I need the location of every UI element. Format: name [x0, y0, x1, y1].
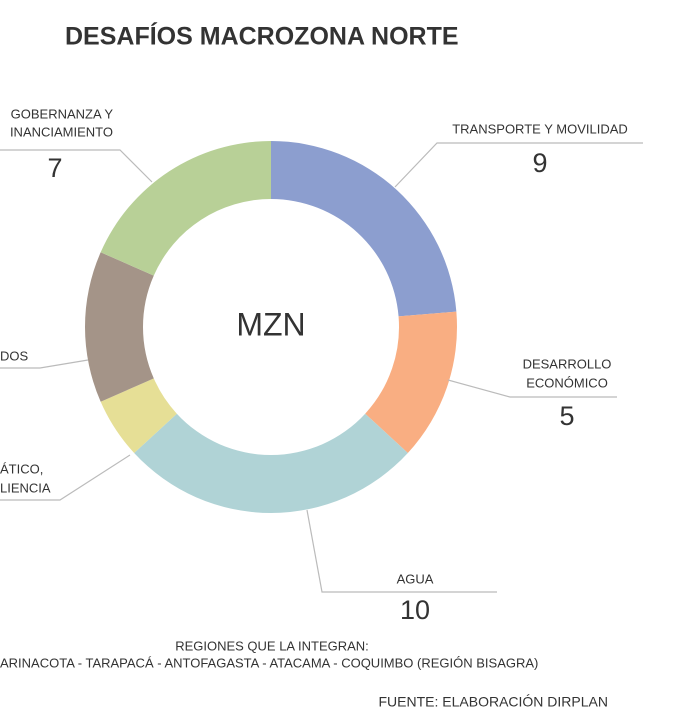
leader-line	[447, 379, 617, 398]
category-label: INANCIAMIENTO	[10, 124, 113, 139]
leader-line	[0, 454, 131, 501]
leader-line	[0, 149, 153, 183]
value-label: 9	[532, 148, 547, 178]
value-label: 7	[47, 153, 62, 183]
regions-title: REGIONES QUE LA INTEGRAN:	[175, 638, 369, 653]
donut-segment	[134, 413, 408, 513]
donut-segment	[365, 311, 457, 453]
source: FUENTE: ELABORACIÓN DIRPLAN	[379, 694, 609, 710]
center-label: MZN	[236, 306, 305, 342]
leader-line	[394, 142, 643, 188]
donut-segment	[100, 378, 177, 453]
category-label: DOS	[0, 348, 29, 363]
donut-segment	[271, 141, 457, 317]
chart-title: DESAFÍOS MACROZONA NORTE	[65, 22, 459, 51]
category-label: DESARROLLO	[523, 356, 612, 371]
leader-line	[306, 509, 497, 593]
category-label: GOBERNANZA Y	[11, 106, 114, 121]
leader-line	[0, 359, 89, 369]
category-label: AGUA	[397, 571, 434, 586]
category-label: ECONÓMICO	[526, 375, 608, 390]
donut-segment	[84, 252, 154, 402]
value-label: 10	[400, 595, 430, 625]
donut-segment	[100, 141, 271, 276]
value-label: 5	[559, 401, 574, 431]
category-label: ÁTICO,	[0, 461, 43, 476]
category-label: LIENCIA	[0, 480, 51, 495]
category-label: TRANSPORTE Y MOVILIDAD	[452, 121, 628, 136]
regions: ARINACOTA - TARAPACÁ - ANTOFAGASTA - ATA…	[0, 655, 538, 670]
